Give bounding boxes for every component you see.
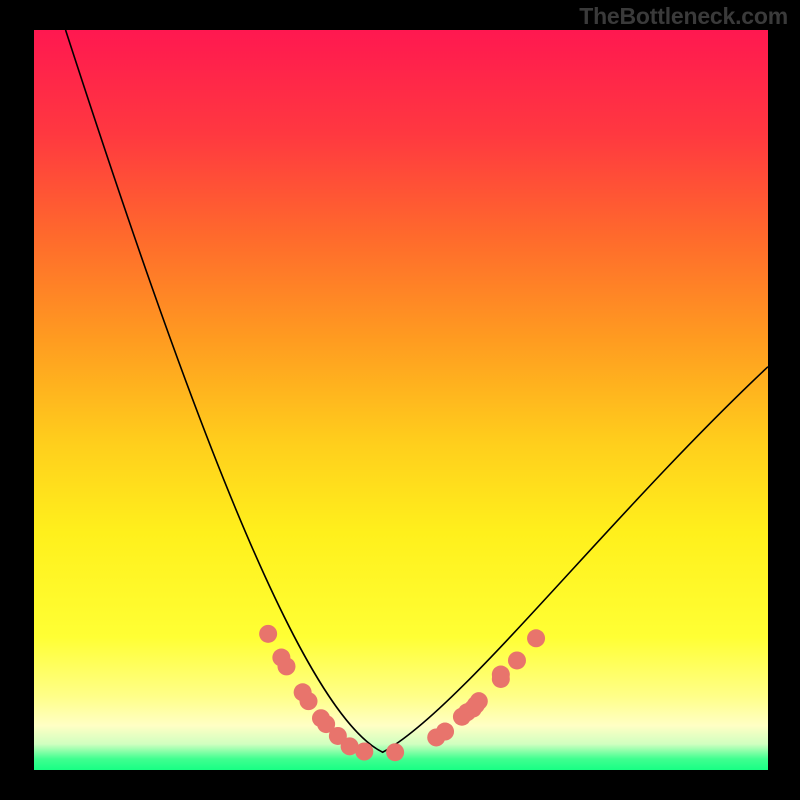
watermark-text: TheBottleneck.com bbox=[579, 3, 788, 30]
gradient-background bbox=[34, 30, 768, 770]
marker-dot bbox=[508, 651, 526, 669]
marker-dot bbox=[492, 666, 510, 684]
marker-dot bbox=[300, 692, 318, 710]
chart-svg bbox=[34, 30, 768, 770]
marker-dot bbox=[386, 743, 404, 761]
chart-plot-area bbox=[34, 30, 768, 770]
marker-dot bbox=[470, 692, 488, 710]
marker-dot bbox=[436, 723, 454, 741]
marker-dot bbox=[355, 743, 373, 761]
marker-dot bbox=[259, 625, 277, 643]
marker-dot bbox=[527, 629, 545, 647]
marker-dot bbox=[277, 657, 295, 675]
